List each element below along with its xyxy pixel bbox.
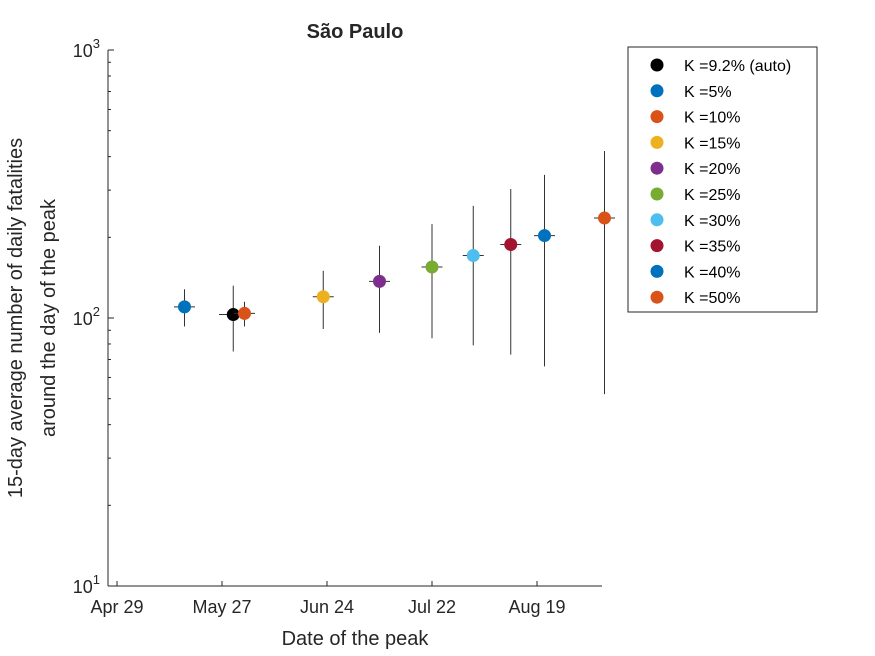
legend-label: K =25% — [684, 187, 740, 204]
data-point — [598, 211, 611, 225]
legend-marker — [650, 135, 664, 149]
y-ticks: 101 102 103 — [73, 36, 114, 597]
x-tick-label: May 27 — [192, 597, 251, 617]
legend-marker — [650, 264, 664, 278]
data-point — [425, 260, 439, 274]
y-tick-label: 101 — [73, 572, 100, 597]
x-tick-label: Aug 19 — [508, 597, 565, 617]
legend-marker — [650, 110, 664, 124]
legend-label: K =5% — [684, 84, 732, 101]
x-ticks: Apr 29 May 27 Jun 24 Jul 22 Aug 19 — [90, 581, 566, 617]
y-minor-ticks — [108, 61, 111, 506]
x-axis-label: Date of the peak — [282, 628, 430, 650]
legend-label: K =15% — [684, 135, 740, 152]
x-tick-label: Jun 24 — [300, 597, 354, 617]
legend-label: K =50% — [684, 290, 740, 307]
y-tick-exponent: 3 — [93, 36, 100, 51]
legend-label: K =9.2% (auto) — [684, 58, 791, 75]
y-tick-exponent: 1 — [93, 572, 100, 587]
chart-title: São Paulo — [307, 21, 404, 43]
data-point — [504, 238, 518, 252]
legend-marker — [650, 187, 664, 201]
data-point — [178, 300, 191, 314]
y-tick-exponent: 2 — [93, 304, 100, 319]
legend: K =9.2% (auto) K =5% K =10% K =15% K =20% K =… — [627, 46, 818, 313]
y-axis-label: 15-day average number of daily fatalitie… — [5, 138, 60, 498]
y-axis-label-line-2: around the day of the peak — [38, 198, 60, 437]
legend-label: K =20% — [684, 161, 740, 178]
legend-marker — [650, 58, 664, 72]
y-tick-label: 103 — [73, 36, 100, 61]
data-point — [538, 229, 551, 243]
x-tick-label: Jul 22 — [408, 597, 456, 617]
data-point — [316, 290, 330, 304]
legend-label: K =40% — [684, 264, 740, 281]
legend-marker — [650, 84, 664, 98]
legend-marker — [650, 213, 664, 227]
legend-marker — [650, 239, 664, 253]
data-point — [373, 274, 386, 288]
data-point — [466, 249, 480, 263]
legend-label: K =30% — [684, 213, 740, 230]
data-marks — [174, 150, 615, 395]
data-point — [226, 308, 240, 322]
legend-label: K =35% — [684, 239, 740, 256]
y-tick-label: 102 — [73, 304, 100, 329]
x-tick-label: Apr 29 — [90, 597, 143, 617]
legend-marker — [650, 161, 664, 175]
legend-marker — [650, 290, 664, 304]
y-axis-label-line-1: 15-day average number of daily fatalitie… — [5, 138, 27, 498]
legend-label: K =10% — [684, 110, 740, 127]
data-point — [238, 306, 251, 320]
